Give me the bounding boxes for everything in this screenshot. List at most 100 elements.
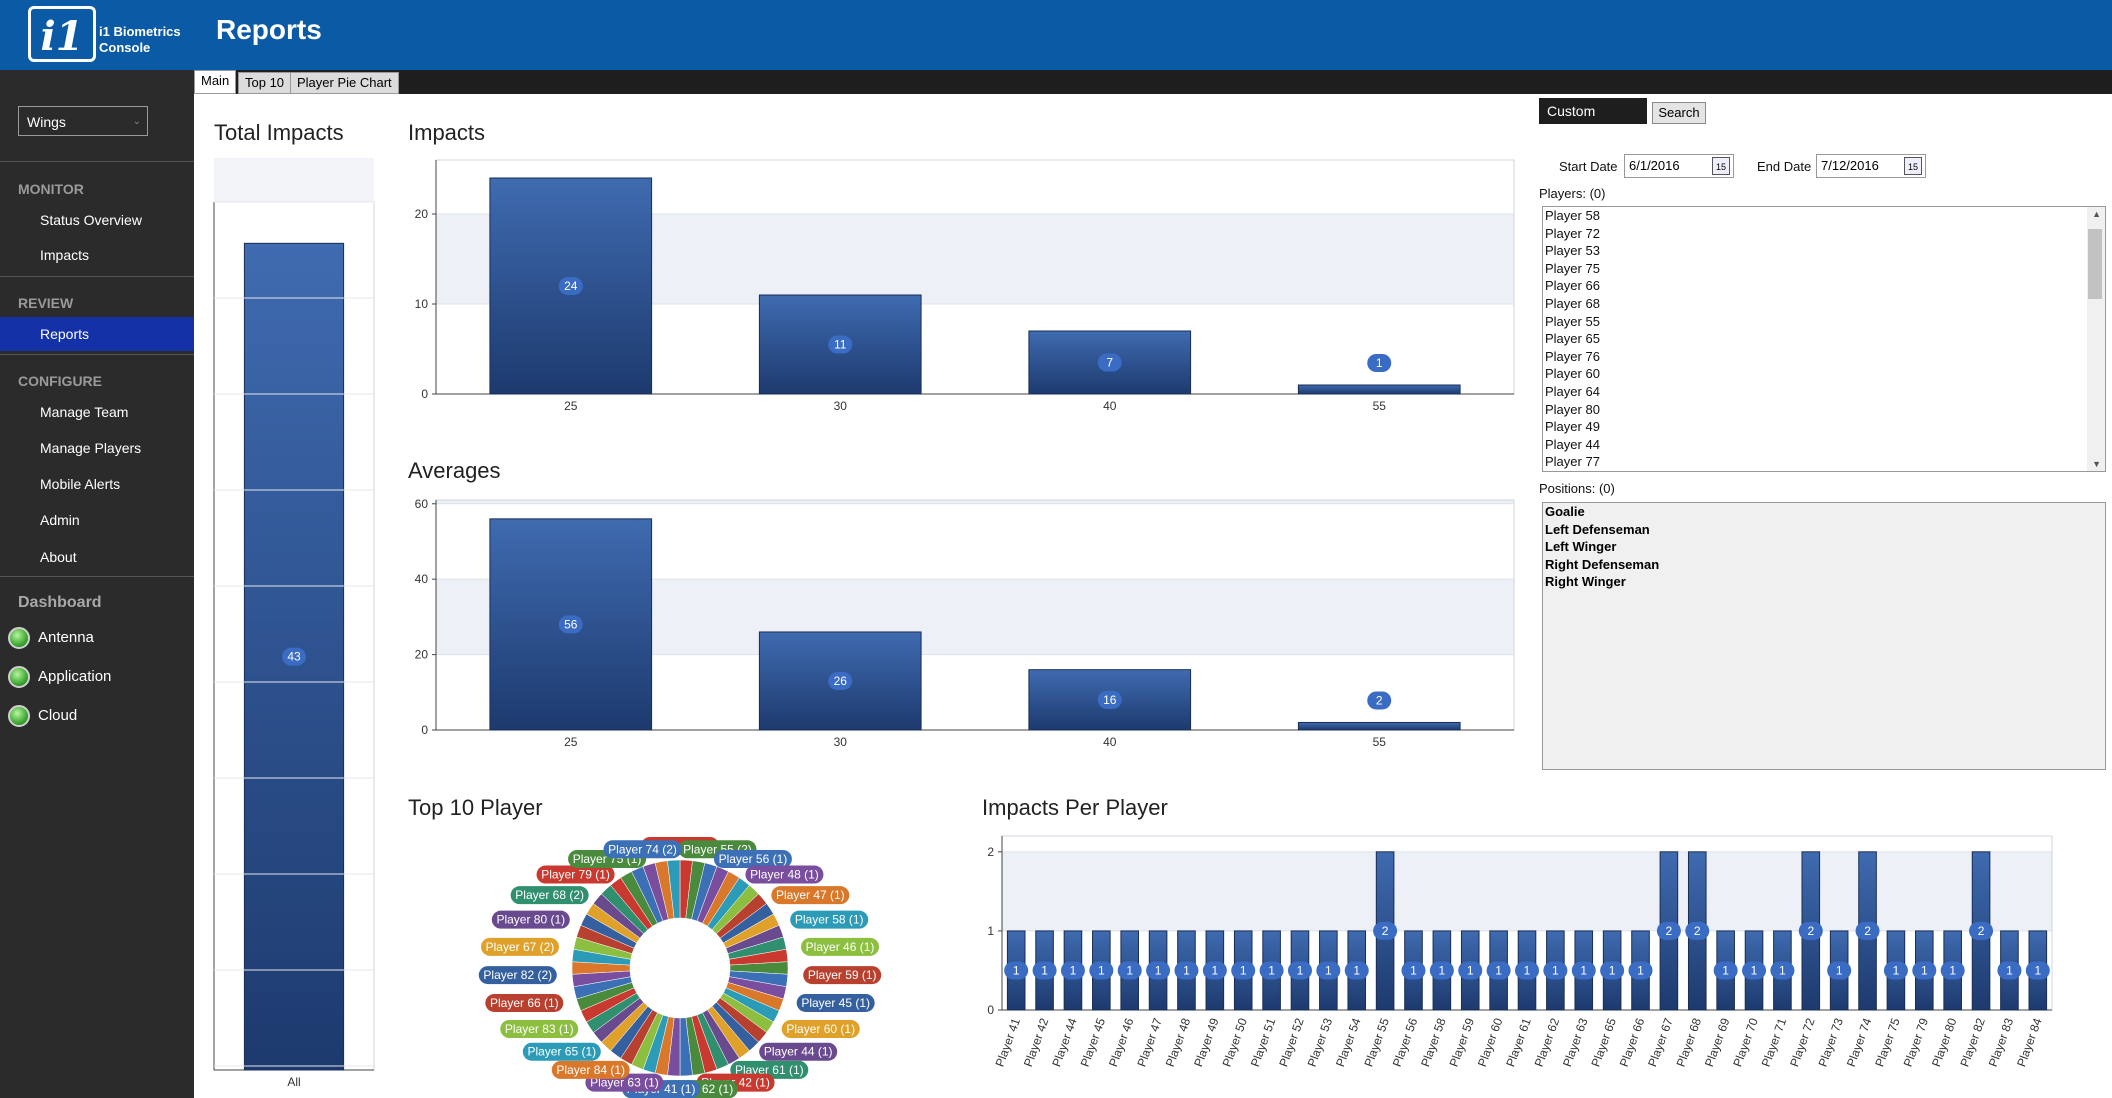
pie-label-bg — [771, 886, 850, 905]
player-list-item[interactable]: Player 49 — [1545, 419, 1600, 435]
position-list-item[interactable]: Left Winger — [1545, 539, 1617, 555]
position-list-item[interactable]: Left Defenseman — [1545, 521, 1650, 537]
position-list-item[interactable]: Goalie — [1545, 504, 1585, 519]
data-label: 2 — [1864, 924, 1871, 938]
x-tick-label: Player 73 — [1815, 1016, 1846, 1069]
scroll-down-icon[interactable]: ▼ — [2092, 459, 2101, 469]
data-label: 1 — [1353, 963, 1360, 977]
y-tick-label: 0 — [987, 1003, 994, 1017]
player-list-item[interactable]: Player 66 — [1545, 278, 1600, 294]
x-tick-label: Player 84 — [2014, 1016, 2045, 1069]
search-button[interactable]: Search — [1652, 102, 1706, 124]
pie-label: Player 44 (1) — [764, 1045, 833, 1059]
pie-label-bg — [803, 966, 882, 985]
x-tick-label: 40 — [1103, 735, 1117, 749]
data-label: 1 — [1609, 963, 1616, 977]
player-list-item[interactable]: Player 75 — [1545, 260, 1600, 276]
data-label-bg — [1259, 961, 1284, 980]
x-tick-label: Player 83 — [1986, 1016, 2017, 1069]
calendar-icon[interactable]: 15 — [1904, 157, 1922, 175]
player-list-item[interactable]: Player 65 — [1545, 331, 1600, 347]
sidebar-item-mobile-alerts[interactable]: Mobile Alerts — [40, 476, 121, 492]
data-label-bg — [1429, 961, 1454, 980]
positions-list[interactable]: Goalie Left Defenseman Left Winger Right De… — [1542, 502, 2106, 770]
pie-label: Player 68 (2) — [515, 888, 584, 902]
date-range-select[interactable]: Custom — [1539, 98, 1647, 124]
player-list-item[interactable]: Player 72 — [1545, 225, 1600, 241]
data-label-bg — [1097, 690, 1122, 709]
tab-player-pie-chart[interactable]: Player Pie Chart — [290, 72, 399, 94]
brand-name: i1 Biometrics Console — [99, 24, 181, 56]
player-list-item[interactable]: Player 55 — [1545, 313, 1600, 329]
total-header-band — [214, 158, 374, 202]
calendar-icon[interactable]: 15 — [1712, 157, 1730, 175]
scroll-thumb[interactable] — [2088, 229, 2102, 299]
tab-top-10[interactable]: Top 10 — [238, 72, 292, 94]
data-label-bg — [1117, 961, 1142, 980]
x-tick-label: Player 45 — [1078, 1016, 1109, 1069]
players-list[interactable]: Player 58 Player 72 Player 53 Player 75 Play… — [1542, 206, 2106, 472]
x-tick-label: Player 63 — [1560, 1016, 1591, 1069]
player-list-item[interactable]: Player 44 — [1545, 436, 1600, 452]
data-label: 2 — [1694, 924, 1701, 938]
pie-label: Player 48 (1) — [750, 868, 819, 882]
player-list-item[interactable]: Player 53 — [1545, 243, 1600, 259]
scroll-up-icon[interactable]: ▲ — [2092, 209, 2101, 219]
data-label: 1 — [2006, 963, 2013, 977]
team-select-value: Wings — [27, 114, 66, 130]
pie-label-bg — [603, 840, 682, 859]
data-label: 1 — [1098, 963, 1105, 977]
players-scrollbar[interactable]: ▲ ▼ — [2087, 207, 2105, 471]
bar — [1297, 384, 1461, 395]
x-tick-label: Player 49 — [1191, 1016, 1222, 1069]
position-list-item[interactable]: Right Defenseman — [1545, 556, 1660, 572]
pie-label-bg — [801, 937, 880, 956]
data-label-bg — [1997, 961, 2022, 980]
sidebar-item-about[interactable]: About — [40, 549, 77, 565]
impacts-per-player-chart: 0 1 2 Player 41 1 Player 42 1 Player 44 1 Player … — [987, 835, 2053, 1069]
status-application: Application — [8, 662, 111, 692]
player-list-item[interactable]: Player 77 — [1545, 454, 1600, 470]
x-tick-label: Player 66 — [1617, 1016, 1648, 1069]
data-label: 1 — [1070, 963, 1077, 977]
x-tick-label: Player 56 — [1390, 1016, 1421, 1069]
sidebar-item-manage-players[interactable]: Manage Players — [40, 440, 142, 456]
x-tick-label: Player 53 — [1305, 1016, 1336, 1069]
end-date-label: End Date — [1757, 159, 1812, 174]
position-list-item[interactable]: Right Winger — [1545, 574, 1626, 590]
pie-label-bg — [759, 1042, 838, 1061]
status-label: Antenna — [38, 629, 94, 646]
pie-label: Player 56 (1) — [719, 852, 788, 866]
player-list-item[interactable]: Player 68 — [1545, 295, 1600, 311]
team-select[interactable]: Wings ⌄ — [18, 106, 148, 136]
x-tick-label: Player 74 — [1844, 1016, 1875, 1069]
player-list-item[interactable]: Player 80 — [1545, 401, 1600, 417]
tab-main[interactable]: Main — [194, 70, 237, 94]
end-date-input[interactable]: 7/12/2016 15 — [1816, 154, 1926, 178]
data-label: 2 — [1666, 924, 1673, 938]
sidebar-item-impacts[interactable]: Impacts — [40, 247, 90, 263]
data-label: 2 — [1978, 924, 1985, 938]
player-list-item[interactable]: Player 58 — [1545, 208, 1600, 223]
sidebar-item-status-overview[interactable]: Status Overview — [40, 212, 142, 228]
x-tick-label: Player 71 — [1759, 1016, 1790, 1069]
data-label-bg — [1367, 354, 1392, 372]
player-list-item[interactable]: Player 76 — [1545, 348, 1600, 364]
sidebar-item-admin[interactable]: Admin — [40, 512, 80, 528]
status-label: Cloud — [38, 707, 78, 724]
player-list-item[interactable]: Player 64 — [1545, 383, 1600, 399]
impacts-chart: 0 10 20 25 24 30 11 40 7 55 1 — [415, 159, 1515, 413]
sidebar-item-manage-team[interactable]: Manage Team — [40, 404, 129, 420]
data-label-bg — [558, 277, 583, 295]
status-cloud: Cloud — [8, 701, 77, 731]
status-led-icon — [8, 627, 30, 650]
data-label-bg — [1798, 921, 1823, 940]
pie-label: Player 60 (1) — [786, 1022, 855, 1036]
pie-label: Player 45 (1) — [801, 996, 870, 1010]
player-list-item[interactable]: Player 60 — [1545, 366, 1600, 382]
pie-label: Player 80 (1) — [496, 913, 565, 927]
data-label-bg — [1367, 691, 1392, 710]
sidebar-divider — [0, 276, 194, 277]
start-date-input[interactable]: 6/1/2016 15 — [1624, 154, 1734, 178]
sidebar-item-reports[interactable]: Reports — [0, 317, 194, 351]
